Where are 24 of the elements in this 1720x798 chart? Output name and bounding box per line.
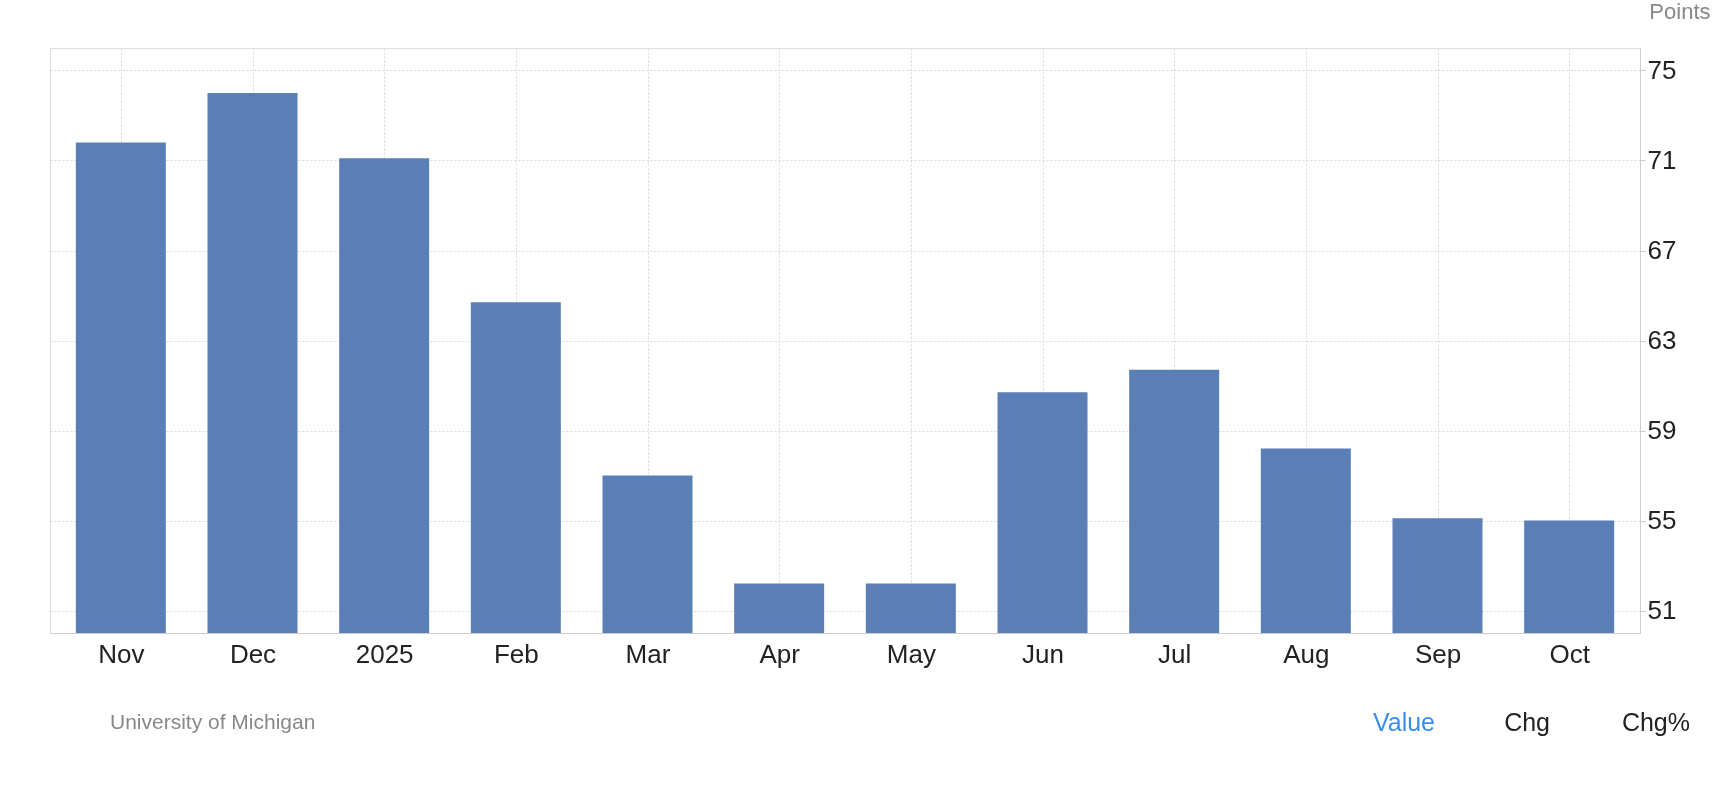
x-tick-label: Apr [759,638,801,669]
text: Chg [1504,708,1550,736]
text: Value [1372,708,1435,736]
y-tick-label: 59 [1647,415,1677,445]
x-tick-label: May [886,638,936,669]
y-tick-label: 55 [1647,505,1677,535]
y-tick-label: 67 [1647,235,1677,265]
x-tick-label: Nov [98,638,145,669]
x-tick-label: Jul [1158,638,1192,669]
y-tick-label: 51 [1647,595,1677,625]
y-tick-label: 63 [1647,325,1677,355]
x-tick-label: Dec [229,638,277,669]
y-tick-label: 71 [1647,145,1677,175]
y-axis-title: Points [1649,0,1711,24]
x-tick-label: Jun [1022,638,1064,669]
x-tick-label: Mar [625,638,671,669]
x-tick-label: Feb [493,638,539,669]
y-tick-label: 75 [1647,55,1677,85]
text: University of Michigan [110,710,316,733]
x-tick-label: Oct [1549,638,1591,669]
x-tick-label: 2025 [355,638,414,669]
x-tick-label: Aug [1283,638,1330,669]
x-tick-label: Sep [1414,638,1462,669]
text: Chg% [1621,708,1690,736]
